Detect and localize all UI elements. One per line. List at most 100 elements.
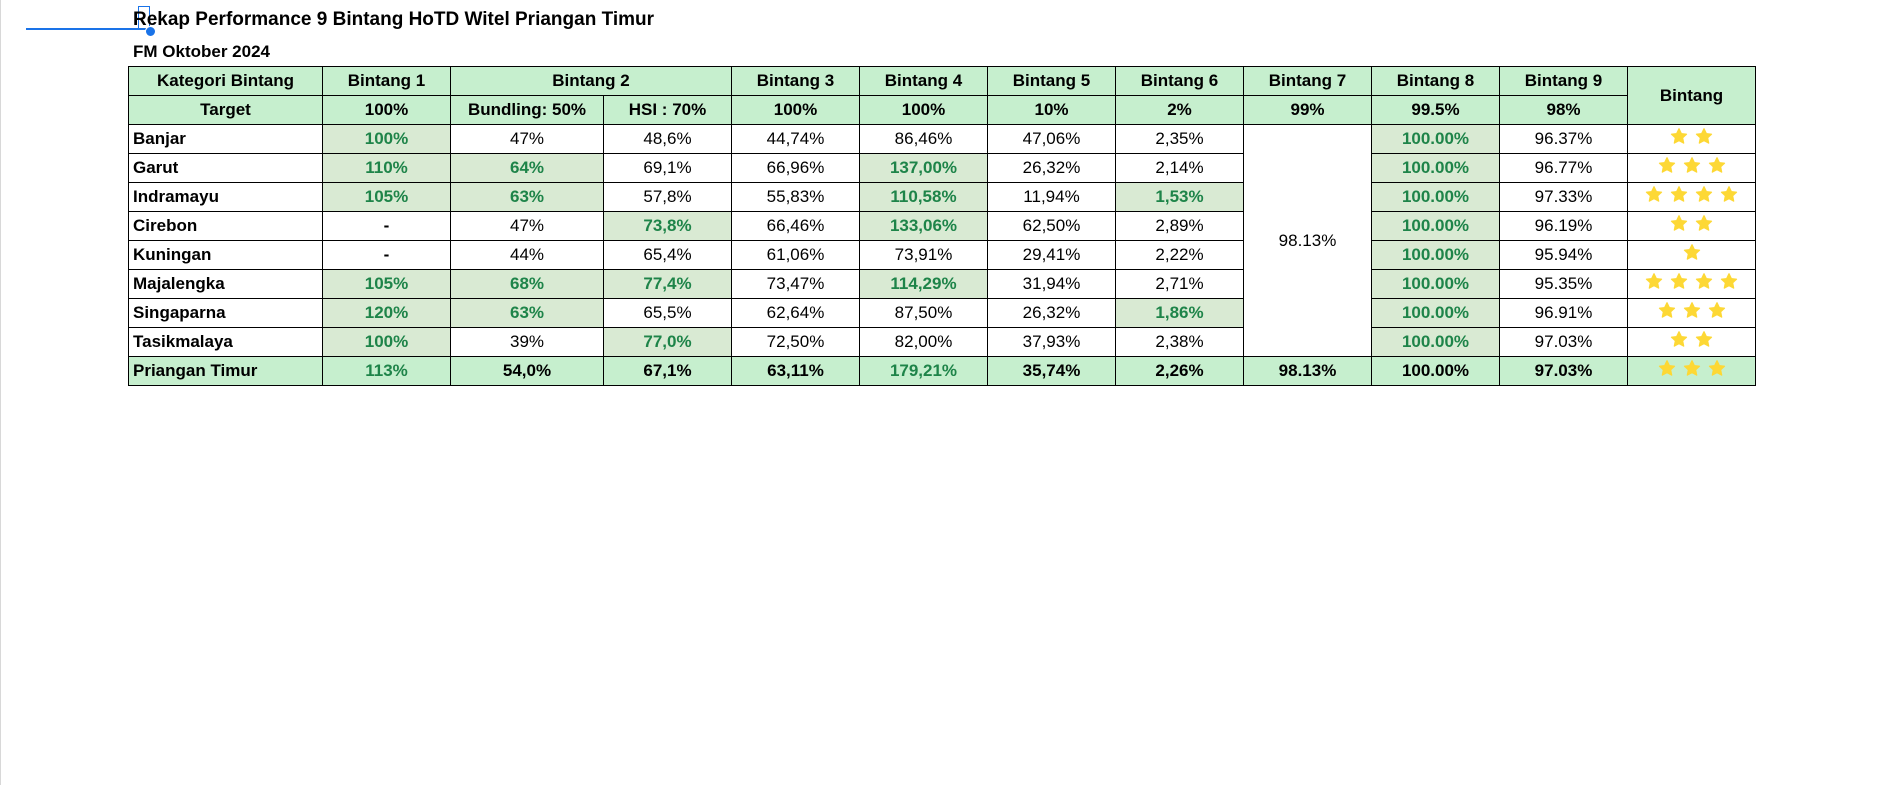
cell-bintang-3[interactable]: 73,47% bbox=[731, 269, 860, 299]
row-name[interactable]: Banjar bbox=[128, 124, 323, 154]
cell-stars[interactable] bbox=[1627, 298, 1756, 328]
cell-bintang-4[interactable]: 137,00% bbox=[859, 153, 988, 183]
cell-bintang-4[interactable]: 114,29% bbox=[859, 269, 988, 299]
cell-bintang-8[interactable]: 100.00% bbox=[1371, 153, 1500, 183]
cell-bintang-5[interactable]: 11,94% bbox=[987, 182, 1116, 212]
cell-bintang-9[interactable]: 97.33% bbox=[1499, 182, 1628, 212]
cell-bintang-1[interactable]: - bbox=[322, 240, 451, 270]
cell-bintang-1[interactable]: 105% bbox=[322, 182, 451, 212]
row-name[interactable]: Cirebon bbox=[128, 211, 323, 241]
total-bintang-1[interactable]: 113% bbox=[322, 356, 451, 386]
target-bintang-7[interactable]: 99% bbox=[1243, 95, 1372, 125]
cell-stars[interactable] bbox=[1627, 211, 1756, 241]
cell-bintang-8[interactable]: 100.00% bbox=[1371, 327, 1500, 357]
cell-hsi[interactable]: 65,4% bbox=[603, 240, 732, 270]
header-bintang-1[interactable]: Bintang 1 bbox=[322, 66, 451, 96]
row-name[interactable]: Garut bbox=[128, 153, 323, 183]
header-bintang-5[interactable]: Bintang 5 bbox=[987, 66, 1116, 96]
cell-bintang-3[interactable]: 55,83% bbox=[731, 182, 860, 212]
cell-bundling[interactable]: 39% bbox=[450, 327, 604, 357]
cell-bintang-1[interactable]: 105% bbox=[322, 269, 451, 299]
cell-bintang-1[interactable]: 100% bbox=[322, 327, 451, 357]
cell-bintang-8[interactable]: 100.00% bbox=[1371, 124, 1500, 154]
header-kategori[interactable]: Kategori Bintang bbox=[128, 66, 323, 96]
cell-bintang-1[interactable]: 100% bbox=[322, 124, 451, 154]
cell-bintang-6[interactable]: 2,35% bbox=[1115, 124, 1244, 154]
target-label[interactable]: Target bbox=[128, 95, 323, 125]
cell-bintang-5[interactable]: 62,50% bbox=[987, 211, 1116, 241]
header-bintang-2[interactable]: Bintang 2 bbox=[450, 66, 732, 96]
total-bintang-8[interactable]: 100.00% bbox=[1371, 356, 1500, 386]
cell-bundling[interactable]: 63% bbox=[450, 182, 604, 212]
cell-bintang-6[interactable]: 2,22% bbox=[1115, 240, 1244, 270]
cell-bintang-7-merged[interactable]: 98.13% bbox=[1243, 124, 1372, 357]
header-bintang-9[interactable]: Bintang 9 bbox=[1499, 66, 1628, 96]
cell-bintang-5[interactable]: 31,94% bbox=[987, 269, 1116, 299]
cell-bintang-4[interactable]: 133,06% bbox=[859, 211, 988, 241]
cell-bintang-8[interactable]: 100.00% bbox=[1371, 211, 1500, 241]
header-bintang-6[interactable]: Bintang 6 bbox=[1115, 66, 1244, 96]
header-bintang-3[interactable]: Bintang 3 bbox=[731, 66, 860, 96]
cell-bundling[interactable]: 47% bbox=[450, 211, 604, 241]
header-bintang-4[interactable]: Bintang 4 bbox=[859, 66, 988, 96]
cell-bintang-3[interactable]: 61,06% bbox=[731, 240, 860, 270]
total-hsi[interactable]: 67,1% bbox=[603, 356, 732, 386]
target-bintang-1[interactable]: 100% bbox=[322, 95, 451, 125]
cell-hsi[interactable]: 77,0% bbox=[603, 327, 732, 357]
header-bintang-total[interactable]: Bintang bbox=[1627, 66, 1756, 125]
cell-bintang-6[interactable]: 1,53% bbox=[1115, 182, 1244, 212]
cell-stars[interactable] bbox=[1627, 124, 1756, 154]
cell-stars[interactable] bbox=[1627, 153, 1756, 183]
cell-bintang-4[interactable]: 73,91% bbox=[859, 240, 988, 270]
cell-bintang-9[interactable]: 96.91% bbox=[1499, 298, 1628, 328]
cell-bintang-9[interactable]: 95.94% bbox=[1499, 240, 1628, 270]
cell-bintang-9[interactable]: 96.37% bbox=[1499, 124, 1628, 154]
cell-bintang-4[interactable]: 87,50% bbox=[859, 298, 988, 328]
total-bintang-4[interactable]: 179,21% bbox=[859, 356, 988, 386]
row-name[interactable]: Singaparna bbox=[128, 298, 323, 328]
row-name[interactable]: Tasikmalaya bbox=[128, 327, 323, 357]
cell-bintang-3[interactable]: 66,46% bbox=[731, 211, 860, 241]
cell-bundling[interactable]: 64% bbox=[450, 153, 604, 183]
cell-bintang-3[interactable]: 72,50% bbox=[731, 327, 860, 357]
cell-bintang-5[interactable]: 47,06% bbox=[987, 124, 1116, 154]
cell-bintang-9[interactable]: 95.35% bbox=[1499, 269, 1628, 299]
cell-hsi[interactable]: 73,8% bbox=[603, 211, 732, 241]
cell-bintang-4[interactable]: 110,58% bbox=[859, 182, 988, 212]
cell-stars[interactable] bbox=[1627, 182, 1756, 212]
cell-bintang-1[interactable]: - bbox=[322, 211, 451, 241]
cell-bintang-5[interactable]: 26,32% bbox=[987, 298, 1116, 328]
total-stars-cell[interactable] bbox=[1627, 356, 1756, 386]
total-bintang-7[interactable]: 98.13% bbox=[1243, 356, 1372, 386]
cell-bintang-6[interactable]: 2,89% bbox=[1115, 211, 1244, 241]
cell-bintang-3[interactable]: 44,74% bbox=[731, 124, 860, 154]
cell-stars[interactable] bbox=[1627, 327, 1756, 357]
cell-bintang-8[interactable]: 100.00% bbox=[1371, 182, 1500, 212]
cell-bundling[interactable]: 47% bbox=[450, 124, 604, 154]
cell-bintang-5[interactable]: 37,93% bbox=[987, 327, 1116, 357]
cell-bintang-1[interactable]: 110% bbox=[322, 153, 451, 183]
cell-stars[interactable] bbox=[1627, 240, 1756, 270]
cell-bintang-6[interactable]: 2,14% bbox=[1115, 153, 1244, 183]
total-bintang-5[interactable]: 35,74% bbox=[987, 356, 1116, 386]
cell-bintang-3[interactable]: 62,64% bbox=[731, 298, 860, 328]
total-bintang-9[interactable]: 97.03% bbox=[1499, 356, 1628, 386]
cell-bintang-8[interactable]: 100.00% bbox=[1371, 269, 1500, 299]
target-hsi[interactable]: HSI : 70% bbox=[603, 95, 732, 125]
cell-bintang-9[interactable]: 96.77% bbox=[1499, 153, 1628, 183]
total-bintang-3[interactable]: 63,11% bbox=[731, 356, 860, 386]
cell-bintang-3[interactable]: 66,96% bbox=[731, 153, 860, 183]
total-name[interactable]: Priangan Timur bbox=[128, 356, 323, 386]
cell-hsi[interactable]: 57,8% bbox=[603, 182, 732, 212]
fill-handle[interactable] bbox=[145, 26, 156, 37]
cell-bintang-6[interactable]: 2,71% bbox=[1115, 269, 1244, 299]
row-name[interactable]: Indramayu bbox=[128, 182, 323, 212]
cell-bintang-5[interactable]: 29,41% bbox=[987, 240, 1116, 270]
cell-bintang-9[interactable]: 97.03% bbox=[1499, 327, 1628, 357]
cell-bundling[interactable]: 44% bbox=[450, 240, 604, 270]
target-bundling[interactable]: Bundling: 50% bbox=[450, 95, 604, 125]
target-bintang-5[interactable]: 10% bbox=[987, 95, 1116, 125]
cell-bundling[interactable]: 63% bbox=[450, 298, 604, 328]
cell-bintang-9[interactable]: 96.19% bbox=[1499, 211, 1628, 241]
target-bintang-4[interactable]: 100% bbox=[859, 95, 988, 125]
